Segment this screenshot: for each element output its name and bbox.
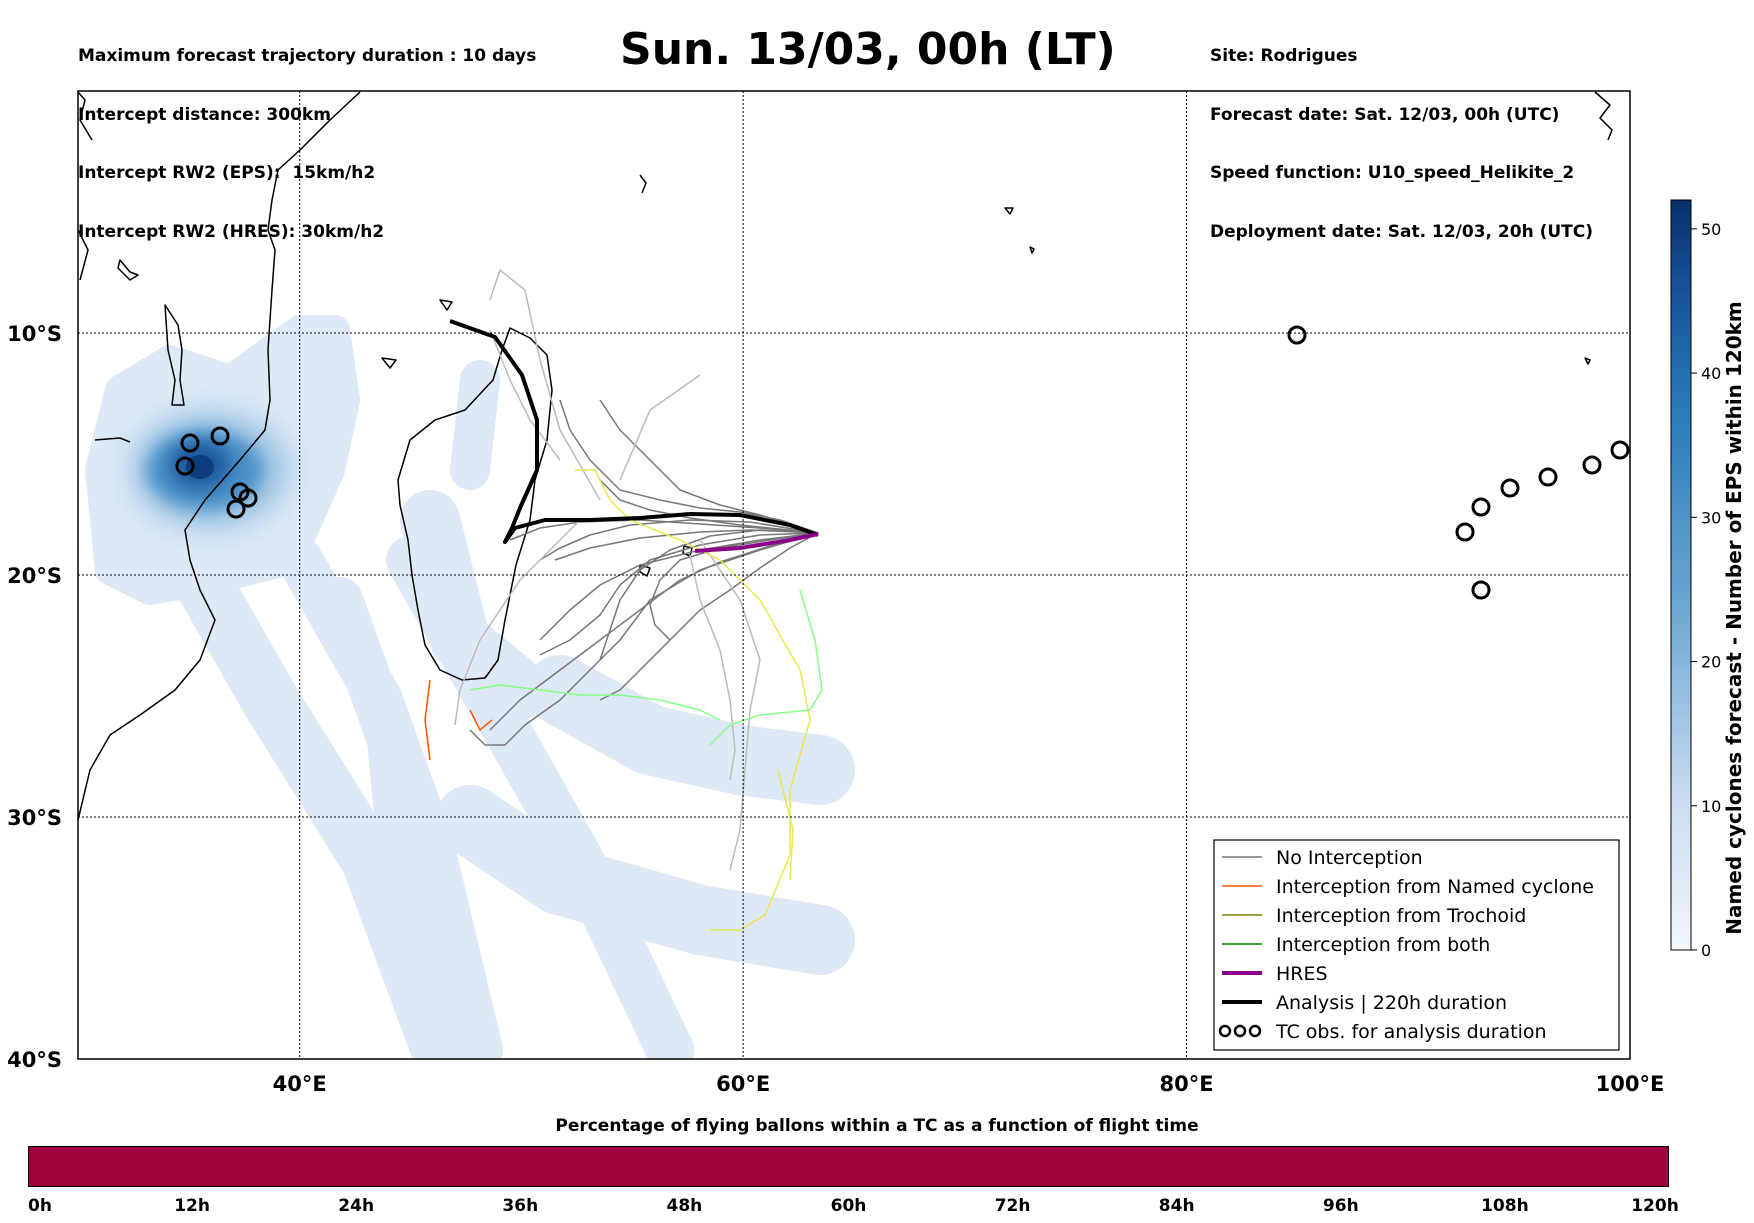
colorbar-tick-label: 50	[1701, 220, 1721, 239]
lon-label: 40°E	[273, 1072, 327, 1096]
colorbar-tick-label: 30	[1701, 508, 1721, 527]
time-label: 120h	[1631, 1196, 1679, 1216]
meta-line: Speed function: U10_speed_Helikite_2	[1210, 163, 1575, 183]
time-label: 12h	[174, 1196, 210, 1216]
meta-line: Site: Rodrigues	[1210, 46, 1358, 66]
site-parameters: Site: Rodrigues Forecast date: Sat. 12/0…	[1210, 8, 1593, 262]
colorbar-tick-label: 40	[1701, 364, 1721, 383]
forecast-parameters: Maximum forecast trajectory duration : 1…	[78, 8, 536, 262]
tc-obs-legend-icon	[1233, 1024, 1247, 1038]
coastlines	[78, 91, 1613, 821]
time-label: 84h	[1158, 1196, 1195, 1216]
meta-line: Deployment date: Sat. 12/03, 20h (UTC)	[1210, 221, 1594, 242]
time-label: 48h	[666, 1196, 703, 1216]
lat-label: 10°S	[7, 322, 62, 346]
time-label: 0h	[28, 1196, 52, 1216]
legend-label: Interception from both	[1276, 934, 1490, 956]
no-interception-trajectories	[469, 399, 819, 746]
meta-line: Maximum forecast trajectory duration : 1…	[78, 46, 537, 66]
time-label: 36h	[502, 1196, 539, 1216]
named-cyclone-trajectories	[424, 679, 493, 761]
map-frame	[77, 90, 1631, 1060]
time-percentage-bar	[28, 1146, 1669, 1187]
time-bar-title: Percentage of flying ballons within a TC…	[555, 1116, 1199, 1136]
legend-label: Analysis | 220h duration	[1276, 992, 1507, 1014]
legend-label: HRES	[1276, 963, 1328, 985]
legend: No Interception Interception from Named c…	[1213, 839, 1620, 1051]
meta-line: Intercept RW2 (EPS): 15km/h2	[78, 163, 376, 183]
hres-track	[694, 532, 819, 553]
meta-line: Intercept distance: 300km	[78, 104, 331, 125]
time-label: 60h	[830, 1196, 867, 1216]
graticule	[78, 91, 1630, 1059]
time-label: 72h	[994, 1196, 1031, 1216]
colorbar-tick-label: 10	[1701, 797, 1721, 816]
lat-label: 20°S	[7, 564, 62, 588]
eps-density-field	[85, 315, 855, 1059]
lon-label: 80°E	[1160, 1072, 1214, 1096]
both-interception-trajectories	[469, 589, 823, 746]
lon-label: 100°E	[1596, 1072, 1665, 1096]
legend-label: Interception from Named cyclone	[1276, 876, 1594, 898]
no-interception-light-trajectories	[454, 269, 761, 871]
analysis-track	[449, 319, 819, 544]
lon-label: 60°E	[716, 1072, 770, 1096]
meta-line: Forecast date: Sat. 12/03, 00h (UTC)	[1210, 104, 1560, 125]
colorbar-title: Named cyclones forecast - Number of EPS …	[1722, 301, 1746, 935]
page-title: Sun. 13/03, 00h (LT)	[620, 24, 1116, 75]
lat-label: 40°S	[7, 1048, 62, 1072]
tc-obs-legend-icon	[1248, 1024, 1262, 1038]
lat-label: 30°S	[7, 806, 62, 830]
time-label: 96h	[1322, 1196, 1359, 1216]
legend-label: TC obs. for analysis duration	[1275, 1021, 1547, 1043]
colorbar-tick-label: 0	[1701, 941, 1711, 960]
colorbar-tick-label: 20	[1701, 653, 1721, 672]
trajectory-map: 10°S 20°S 30°S 40°S 40°E 60°E 80°E 100°E No In…	[7, 90, 1746, 1096]
trochoid-trajectories	[575, 469, 811, 931]
meta-line: Intercept RW2 (HRES): 30km/h2	[78, 221, 385, 242]
legend-label: Interception from Trochoid	[1276, 905, 1526, 927]
time-label: 24h	[338, 1196, 375, 1216]
eps-colorbar: Named cyclones forecast - Number of EPS …	[1670, 199, 1746, 960]
tc-obs-legend-icon	[1218, 1024, 1232, 1038]
legend-label: No Interception	[1276, 847, 1423, 869]
tc-obs-symbols	[175, 325, 1630, 600]
time-label: 108h	[1481, 1196, 1529, 1216]
